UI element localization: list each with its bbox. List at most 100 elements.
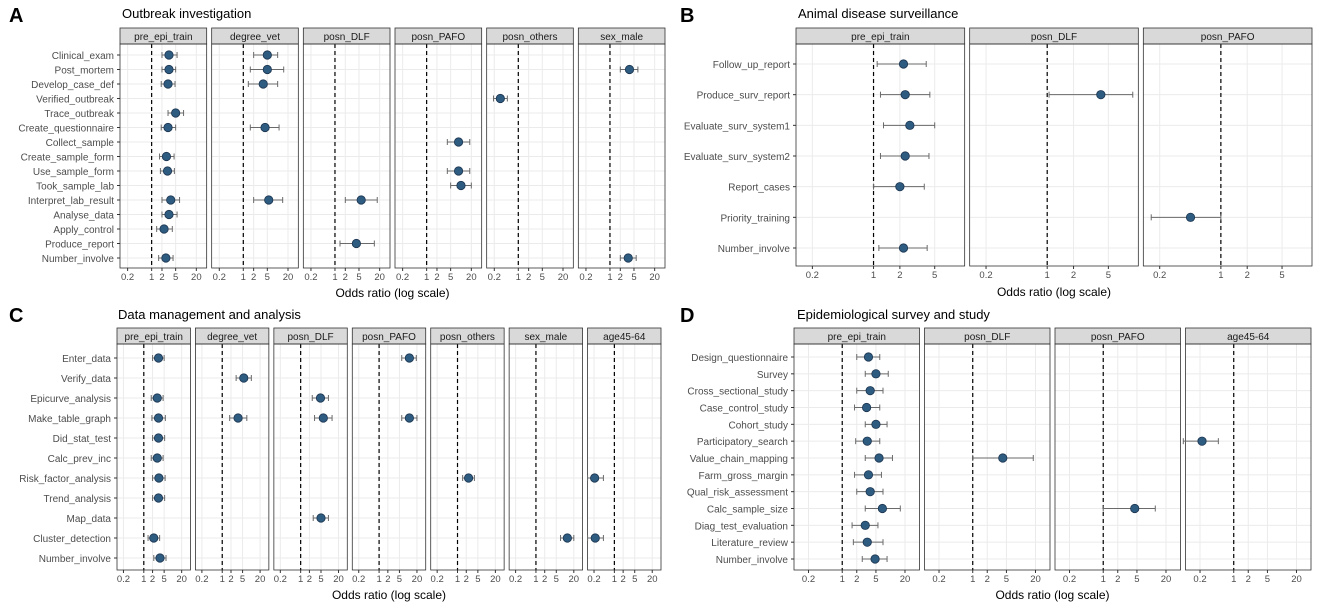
odds-ratio-point: [1130, 503, 1140, 514]
facet-strip-label: posn_PAFO: [1091, 332, 1145, 343]
x-tick-label: 1: [1045, 270, 1050, 281]
row-label: Risk_factor_analysis: [19, 474, 111, 485]
row-label: Number_involve: [716, 555, 789, 566]
odds-ratio-point: [315, 393, 326, 403]
facet-posn_PAFO: posn_PAFO 0.2 1 2 5 20: [1054, 327, 1181, 585]
facet-strip-label: posn_PAFO: [362, 332, 416, 343]
facet-background: [273, 344, 348, 570]
odds-ratio-point: [318, 413, 328, 423]
x-tick-label: 0.2: [932, 574, 945, 585]
facet-border: [430, 343, 505, 571]
panel-C: C Data management and analysis Enter_data V…: [9, 305, 662, 602]
x-tick-label: 5: [873, 574, 878, 585]
x-tick-label: 20: [255, 574, 266, 585]
row-label: Produce_surv_report: [697, 91, 791, 102]
x-tick-label: 20: [191, 272, 202, 283]
row-label: Evaluate_surv_system2: [684, 152, 791, 163]
x-tick-label: 0.2: [1193, 574, 1206, 585]
row-label: Number_involve: [42, 254, 115, 265]
x-tick-label: 2: [464, 574, 469, 585]
row-label: Make_table_graph: [28, 414, 111, 425]
x-tick-label: 0.2: [1153, 270, 1166, 281]
x-tick-label: 2: [150, 574, 155, 585]
facet-posn_PAFO: posn_PAFO 0.2 1 2 5: [1142, 27, 1313, 281]
row-label: Value_chain_mapping: [690, 454, 788, 465]
x-tick-label: 1: [607, 272, 612, 283]
row-label: Cluster_detection: [33, 534, 111, 545]
x-tick-label: 1: [149, 272, 154, 283]
facet-background: [587, 344, 661, 570]
facet-background: [195, 344, 269, 570]
x-tick-label: 2: [385, 574, 390, 585]
row-label: Post_mortem: [55, 66, 114, 77]
x-tick-label: 2: [1115, 574, 1120, 585]
facet-strip-label: posn_others: [440, 332, 495, 343]
row-label: Participatory_search: [697, 437, 788, 448]
odds-ratio-point: [171, 108, 181, 118]
row-label: Verify_data: [61, 374, 111, 385]
x-tick-label: 1: [1231, 574, 1236, 585]
facet-strip-label: posn_DLF: [288, 332, 334, 343]
facet-background: [969, 44, 1139, 266]
x-tick-label: 1: [376, 574, 381, 585]
x-axis-title: Odds ratio (log scale): [995, 588, 1109, 602]
odds-ratio-point: [861, 402, 872, 413]
odds-ratio-point: [164, 209, 174, 220]
facet-posn_others: posn_others 0.2 1 2 5 20: [486, 27, 574, 283]
odds-ratio-point: [162, 166, 173, 176]
x-axis-title: Odds ratio (log scale): [335, 286, 449, 300]
facet-border: [195, 343, 270, 571]
x-tick-label: 5: [240, 574, 245, 585]
row-label: Verified_outbreak: [36, 95, 115, 106]
odds-ratio-point: [153, 353, 164, 363]
odds-ratio-point: [862, 436, 872, 446]
panel-title: Data management and analysis: [118, 307, 301, 322]
x-tick-label: 1: [516, 272, 521, 283]
facet-degree_vet: degree_vet 0.2 1 2 5 20: [195, 327, 270, 585]
row-label: Priority_training: [721, 213, 790, 224]
facet-posn_others: posn_others 0.2 1 2 5 20: [430, 327, 505, 585]
row-label: Did_stat_test: [53, 434, 112, 445]
x-tick-label: 5: [540, 272, 545, 283]
x-tick-label: 0.2: [396, 272, 409, 283]
x-tick-label: 5: [173, 272, 178, 283]
odds-ratio-point: [1096, 90, 1106, 100]
row-label: Took_sample_lab: [36, 182, 114, 193]
odds-ratio-point: [155, 553, 165, 563]
x-tick-label: 0.2: [587, 574, 600, 585]
x-tick-label: 1: [455, 574, 460, 585]
x-axis-title: Odds ratio (log scale): [997, 285, 1111, 299]
x-tick-label: 5: [1279, 270, 1284, 281]
facet-border: [486, 43, 574, 269]
odds-ratio-point: [998, 453, 1008, 463]
odds-ratio-point: [166, 195, 176, 205]
row-label: Interpret_lab_result: [28, 196, 114, 207]
x-tick-label: 1: [424, 272, 429, 283]
x-tick-label: 1: [298, 574, 303, 585]
facet-border: [119, 43, 208, 269]
facet-border: [508, 343, 583, 571]
odds-ratio-point: [905, 120, 915, 130]
facet-background: [1143, 44, 1312, 266]
odds-ratio-point: [404, 353, 414, 363]
x-tick-label: 2: [228, 574, 233, 585]
odds-ratio-point: [590, 473, 600, 483]
odds-ratio-point: [870, 554, 880, 564]
x-tick-label: 20: [176, 574, 187, 585]
facet-border: [795, 43, 966, 267]
x-tick-label: 0.2: [431, 574, 444, 585]
odds-ratio-point: [1197, 436, 1207, 446]
row-label: Qual_risk_assessment: [687, 488, 788, 499]
odds-ratio-point: [404, 413, 414, 423]
facet-strip-label: pre_epi_train: [125, 332, 183, 343]
x-tick-label: 2: [897, 270, 902, 281]
x-tick-label: 2: [542, 574, 547, 585]
row-label: Create_questionnaire: [18, 124, 114, 135]
odds-ratio-point: [356, 195, 366, 205]
odds-ratio-point: [877, 503, 887, 514]
odds-ratio-point: [898, 59, 909, 69]
